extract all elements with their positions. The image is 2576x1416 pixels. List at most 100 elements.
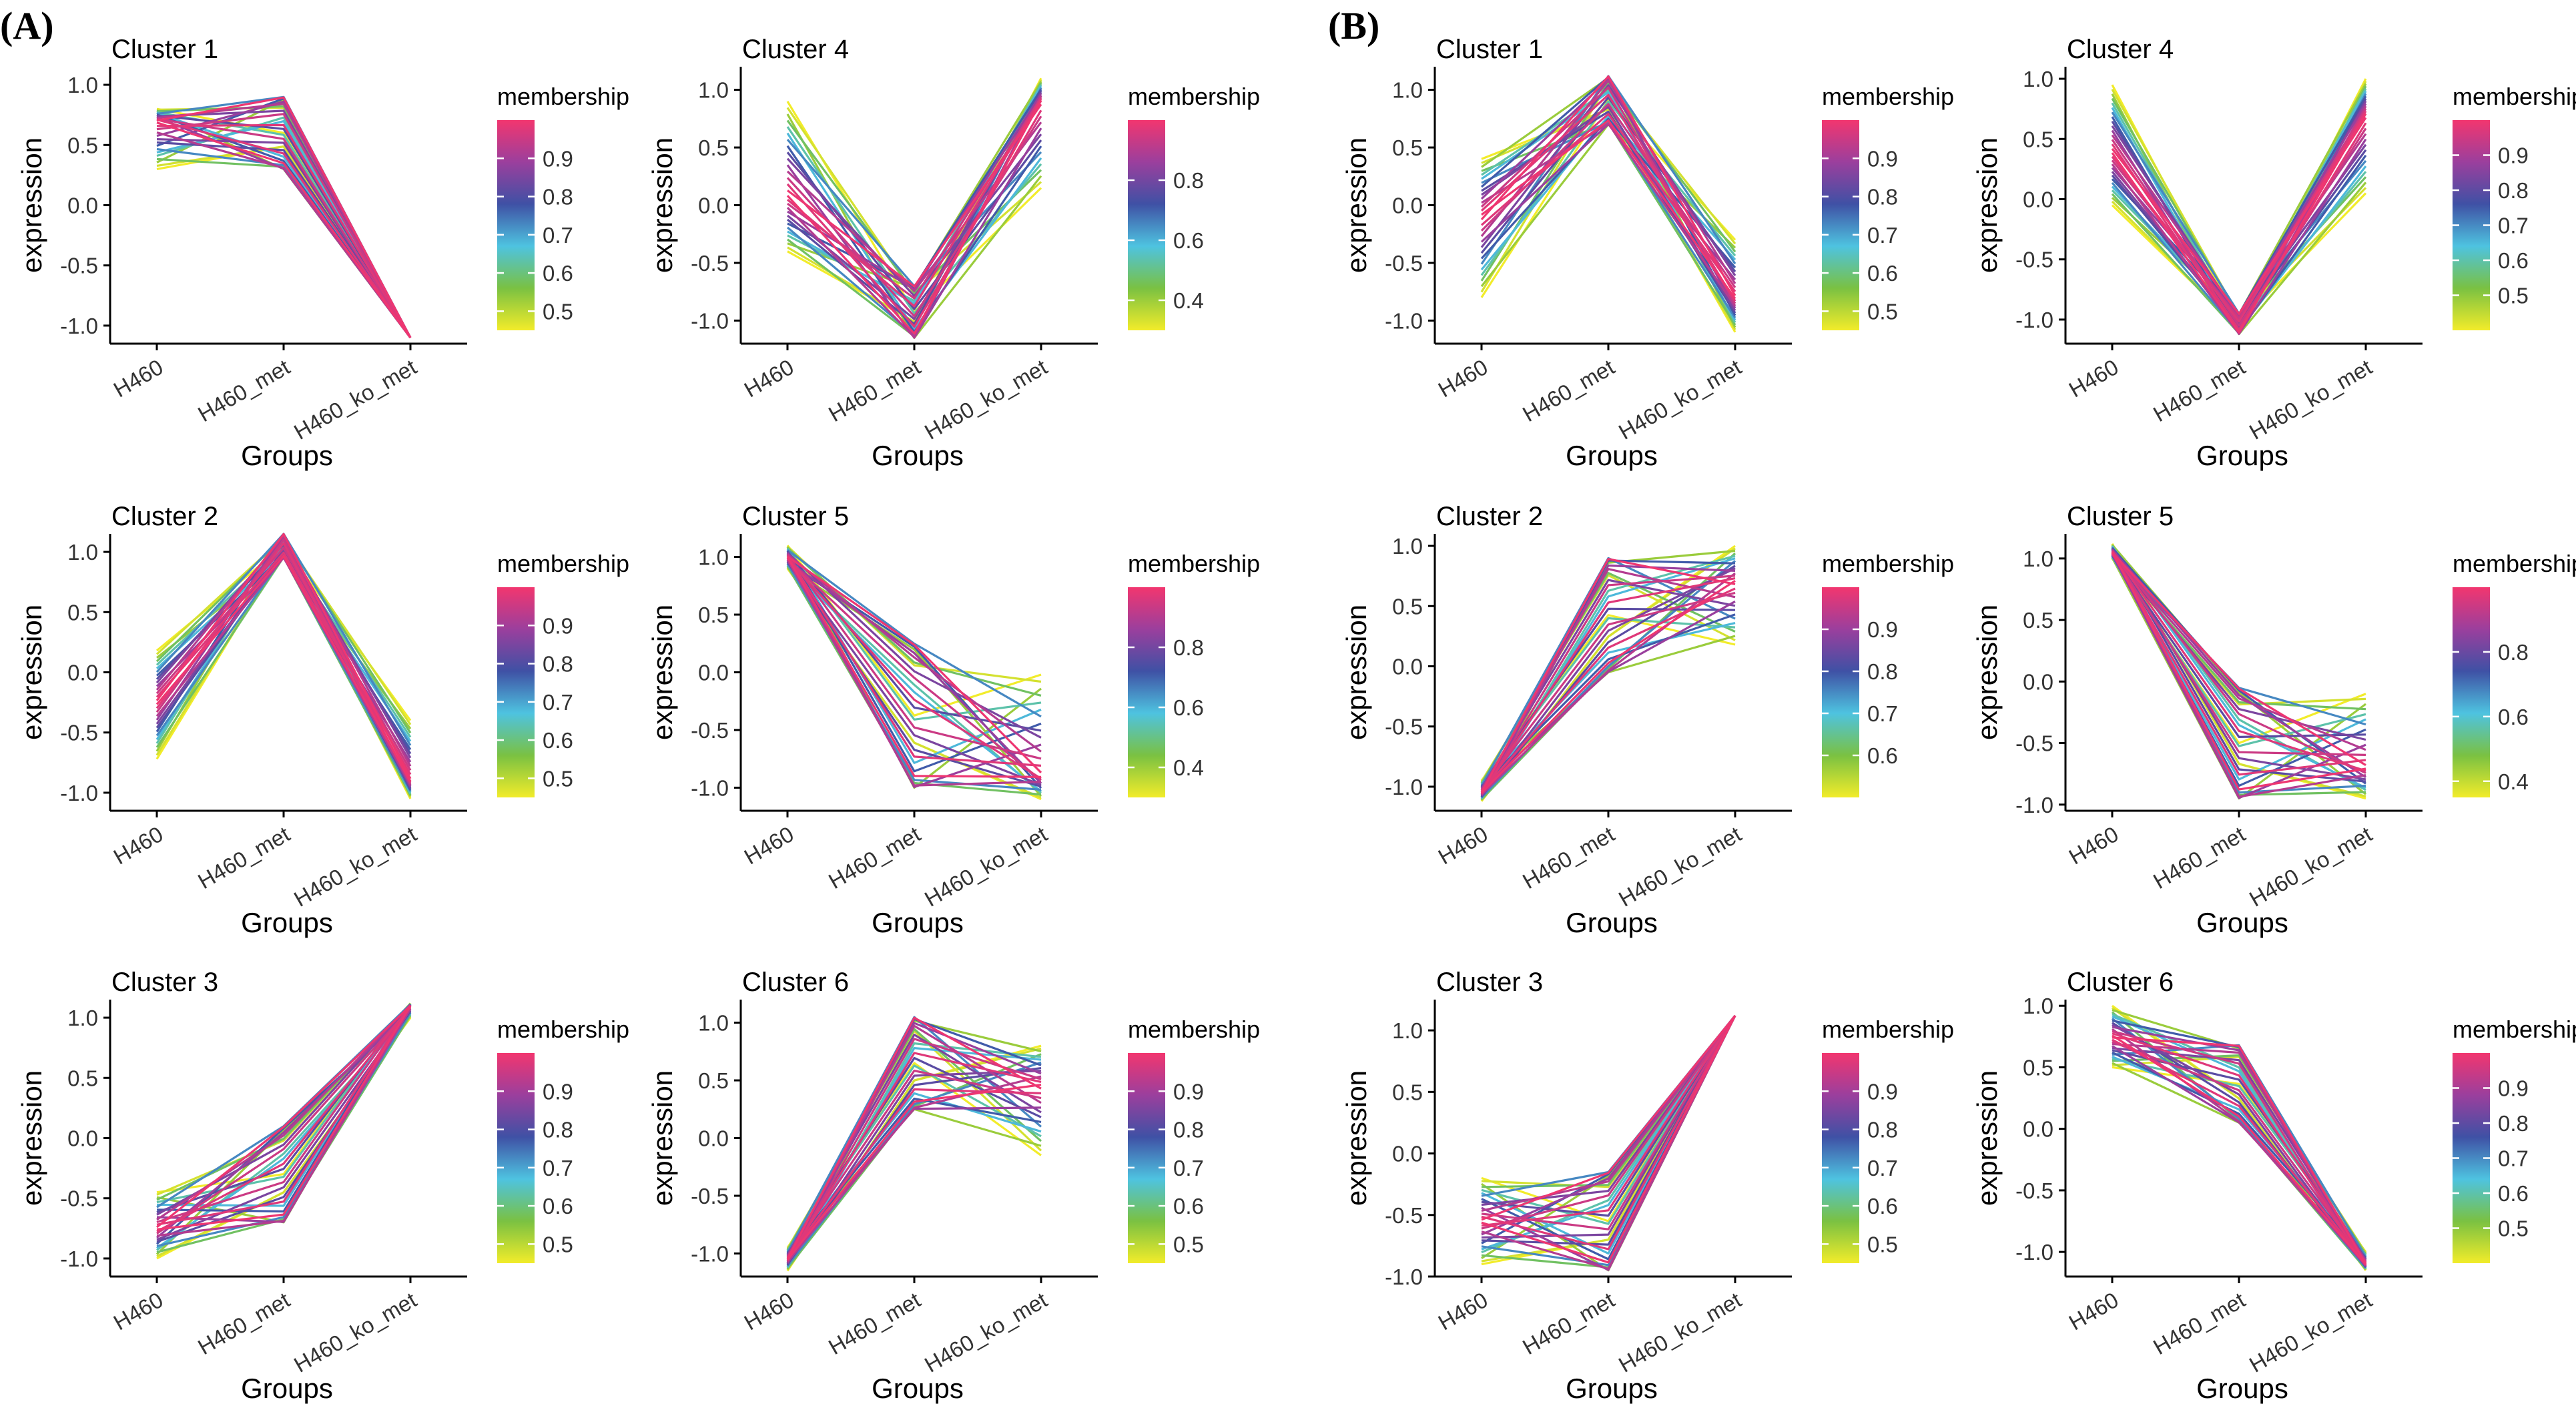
cluster-series-line <box>1480 579 1736 794</box>
legend-tick-label: 0.6 <box>1173 695 1204 720</box>
cluster-series-line <box>2111 116 2367 333</box>
cluster-series-line <box>156 1004 412 1223</box>
y-tick-label: -0.5 <box>691 718 729 743</box>
cluster-title: Cluster 3 <box>111 968 218 997</box>
cluster-series-line <box>786 1092 1042 1253</box>
cluster-series-line <box>1481 1015 1736 1230</box>
cluster-series-line <box>2111 553 2366 751</box>
y-tick-label: 0.5 <box>67 133 98 157</box>
cluster-series-line <box>1481 1014 1736 1221</box>
cluster-series-line <box>786 133 1042 298</box>
cluster-title: Cluster 1 <box>1436 35 1543 64</box>
cluster-series-line <box>156 1002 412 1196</box>
cluster-series-line <box>786 1047 1042 1271</box>
cluster-series-line <box>156 1008 412 1237</box>
x-tick-label: H460_met <box>194 821 294 894</box>
x-tick-label: H460_ko_met <box>2245 821 2376 912</box>
cluster-series-line <box>1481 119 1736 300</box>
y-tick-label: 1.0 <box>67 73 98 97</box>
legend-tick-label: 0.9 <box>543 613 573 638</box>
x-tick-label: H460_ko_met <box>920 821 1051 912</box>
y-axis-title: expression <box>16 137 47 273</box>
legend-title: membership <box>1128 83 1260 110</box>
legend-tick-label: 0.6 <box>543 728 573 753</box>
legend-tick-label: 0.6 <box>1173 228 1204 253</box>
y-tick-label: 0.0 <box>1392 654 1423 679</box>
membership-colorbar <box>497 587 535 797</box>
cluster-series-line <box>786 559 1042 787</box>
cluster-series-line <box>786 551 1042 732</box>
cluster-series-line <box>786 553 1042 753</box>
legend-tick-label: 0.9 <box>543 146 573 171</box>
membership-colorbar <box>1822 1053 1859 1263</box>
membership-colorbar <box>1128 587 1165 797</box>
membership-colorbar <box>2453 587 2490 797</box>
cluster-series-line <box>2111 554 2366 739</box>
legend-tick-label: 0.7 <box>1867 1156 1898 1180</box>
cluster-series-line <box>2112 1030 2367 1266</box>
cluster-plot: Cluster 3 1.0 0.5 0.0 -0.5 -1.0 H460 H460_metH4… <box>16 968 629 1404</box>
cluster-series-line <box>786 1069 1042 1258</box>
x-tick-label: H460_ko_met <box>290 354 420 444</box>
legend-title: membership <box>497 1016 629 1043</box>
cluster-series-line <box>786 1056 1042 1255</box>
cluster-series-line <box>1480 575 1736 795</box>
y-tick-label: 1.0 <box>1392 78 1423 103</box>
y-tick-label: -0.5 <box>60 721 98 745</box>
legend-tick-label: 0.9 <box>543 1079 573 1104</box>
cluster-series-line <box>156 96 412 338</box>
cluster-series-line <box>1481 122 1736 307</box>
cluster-series-line <box>2112 1034 2367 1265</box>
cluster-series-line <box>786 1108 1042 1251</box>
cluster-series-line <box>155 533 412 779</box>
legend-tick-label: 0.8 <box>543 652 573 677</box>
y-tick-label: 0.5 <box>1392 1080 1423 1104</box>
x-tick-label: H460_ko_met <box>290 1287 420 1377</box>
cluster-series-line <box>786 1097 1042 1255</box>
y-axis-title: expression <box>647 605 678 740</box>
cluster-series-line <box>1481 110 1736 314</box>
legend-tick-label: 0.9 <box>2498 143 2529 168</box>
legend-tick-label: 0.8 <box>1867 1118 1898 1142</box>
legend-tick-label: 0.8 <box>1173 168 1204 193</box>
cluster-plot: Cluster 1 1.0 0.5 0.0 -0.5 -1.0 H460 H460_metH4… <box>16 35 629 471</box>
cluster-series-line <box>786 132 1042 330</box>
y-tick-label: 1.0 <box>698 78 729 103</box>
legend-tick-label: 0.8 <box>1173 1118 1204 1142</box>
cluster-series-line <box>156 147 412 338</box>
y-tick-label: 0.0 <box>2023 669 2053 694</box>
cluster-series-line <box>155 537 412 759</box>
panel-label-b: (B) <box>1328 4 1379 47</box>
x-axis-title: Groups <box>241 907 333 938</box>
cluster-series-line <box>155 538 412 785</box>
x-tick-label: H460_ko_met <box>920 354 1051 444</box>
y-axis-title: expression <box>1341 605 1372 740</box>
cluster-series-line <box>155 555 412 782</box>
y-tick-label: -0.5 <box>2015 248 2053 272</box>
x-tick-label: H460 <box>740 1287 798 1335</box>
x-tick-label: H460_met <box>1518 1287 1618 1359</box>
cluster-series-line <box>1480 75 1736 296</box>
cluster-series-line <box>156 114 412 338</box>
x-axis-title: Groups <box>2196 907 2288 938</box>
cluster-series-line <box>2112 1026 2367 1267</box>
x-tick-label: H460_met <box>2149 354 2249 426</box>
x-tick-label: H460_met <box>1518 354 1618 426</box>
legend-tick-label: 0.9 <box>1173 1079 1204 1104</box>
legend-tick-label: 0.7 <box>2498 214 2529 238</box>
x-tick-label: H460 <box>2065 354 2123 402</box>
cluster-title: Cluster 1 <box>111 35 218 64</box>
cluster-series-line <box>786 119 1042 294</box>
y-tick-label: 0.0 <box>2023 187 2053 212</box>
cluster-series-line <box>2111 551 2366 791</box>
legend-title: membership <box>1822 1016 1954 1043</box>
x-tick-label: H460_ko_met <box>920 1287 1051 1377</box>
legend-title: membership <box>1128 1016 1260 1043</box>
cluster-series-line <box>1481 1015 1736 1225</box>
y-tick-label: 0.5 <box>67 1066 98 1090</box>
legend-title: membership <box>2453 550 2576 577</box>
x-tick-label: H460_ko_met <box>290 821 420 912</box>
y-tick-label: 0.0 <box>698 661 729 685</box>
y-tick-label: -1.0 <box>60 781 98 805</box>
legend-title: membership <box>2453 1016 2576 1043</box>
